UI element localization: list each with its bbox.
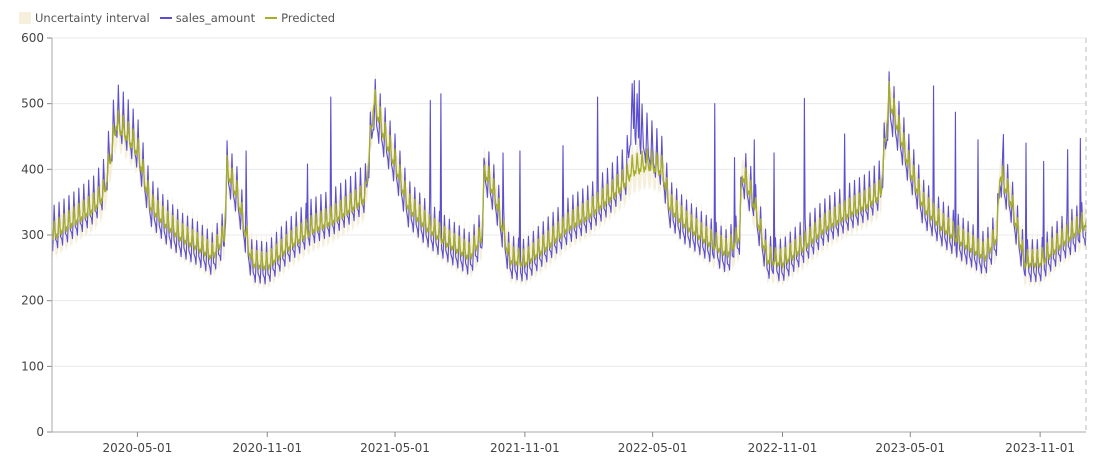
gridlines — [52, 37, 1086, 433]
x-tick-label: 2022-11-01 — [748, 441, 818, 455]
legend-item-uncertainty[interactable]: Uncertainty interval — [19, 11, 150, 25]
y-tick-label: 500 — [21, 97, 44, 111]
x-tick-label: 2020-11-01 — [232, 441, 302, 455]
x-tick-label: 2023-05-01 — [875, 441, 945, 455]
legend-label-uncertainty: Uncertainty interval — [35, 11, 150, 25]
y-tick-label: 300 — [21, 228, 44, 242]
legend-swatch-sales-amount — [159, 17, 172, 19]
x-tick-label: 2022-05-01 — [618, 441, 688, 455]
legend-item-predicted[interactable]: Predicted — [265, 11, 335, 25]
y-tick-label: 100 — [21, 359, 44, 373]
predicted-line — [51, 80, 1087, 271]
y-tick-label: 600 — [21, 31, 44, 45]
predicted-series — [51, 80, 1087, 271]
legend-label-sales-amount: sales_amount — [175, 11, 256, 25]
uncertainty-band-area — [52, 61, 1086, 290]
legend-label-predicted: Predicted — [281, 11, 336, 25]
legend-swatch-predicted — [265, 17, 278, 19]
y-tick-label: 0 — [36, 425, 44, 439]
legend-item-sales-amount[interactable]: sales_amount — [159, 11, 256, 25]
y-tick-label: 200 — [21, 294, 44, 308]
y-tick-label: 400 — [21, 162, 44, 176]
uncertainty-band — [52, 61, 1086, 290]
x-tick-label: 2021-11-01 — [490, 441, 560, 455]
x-tick-label: 2020-05-01 — [103, 441, 173, 455]
legend-swatch-uncertainty — [19, 12, 31, 24]
axes: 0 100 200 300 400 500 600 2020-05-01 2020-11-01 2… — [21, 31, 1087, 455]
x-tick-label: 2023-11-01 — [1005, 441, 1075, 455]
legend: Uncertainty interval sales_amount Predic… — [19, 11, 345, 25]
x-tick-label: 2021-05-01 — [360, 441, 430, 455]
